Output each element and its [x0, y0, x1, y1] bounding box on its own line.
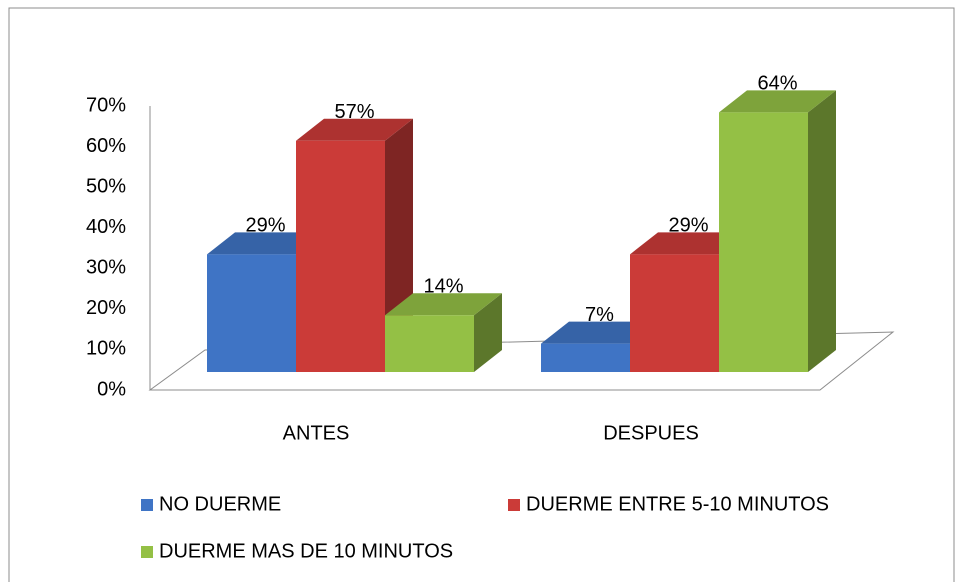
- y-tick-label: 0%: [97, 378, 126, 400]
- bar-face: [541, 343, 630, 372]
- y-tick-label: 60%: [86, 135, 126, 157]
- data-label: 7%: [585, 304, 614, 326]
- data-label: 57%: [334, 101, 374, 123]
- bar-face: [719, 90, 836, 113]
- data-label: 64%: [757, 73, 797, 95]
- y-tick-label: 10%: [86, 338, 126, 360]
- bar-face: [296, 140, 385, 372]
- bar-face: [808, 90, 836, 372]
- y-tick-label: 70%: [86, 94, 126, 116]
- data-label: 29%: [245, 215, 285, 237]
- bar-face: [630, 232, 747, 255]
- bar-face: [630, 254, 719, 372]
- data-label: 14%: [423, 275, 463, 297]
- bar-face: [719, 112, 808, 372]
- legend-label: DUERME ENTRE 5-10 MINUTOS: [526, 493, 829, 515]
- legend-swatch: [141, 499, 153, 511]
- y-tick-label: 40%: [86, 216, 126, 238]
- x-tick-label: DESPUES: [603, 422, 699, 444]
- bar: [385, 293, 502, 372]
- y-tick-label: 30%: [86, 257, 126, 279]
- bar-face: [385, 315, 474, 372]
- legend-label: NO DUERME: [159, 493, 281, 515]
- data-label: 29%: [668, 215, 708, 237]
- bar-face: [296, 118, 413, 141]
- legend-swatch: [508, 499, 520, 511]
- legend-label: DUERME MAS DE 10 MINUTOS: [159, 540, 453, 562]
- bar-face: [385, 293, 502, 316]
- y-tick-label: 50%: [86, 175, 126, 197]
- bar-face: [207, 232, 324, 255]
- legend-swatch: [141, 546, 153, 558]
- y-tick-label: 20%: [86, 297, 126, 319]
- bar-face: [207, 254, 296, 372]
- bar-face: [541, 321, 658, 344]
- bar: [719, 90, 836, 372]
- x-tick-label: ANTES: [283, 422, 350, 444]
- bar-face: [474, 293, 502, 372]
